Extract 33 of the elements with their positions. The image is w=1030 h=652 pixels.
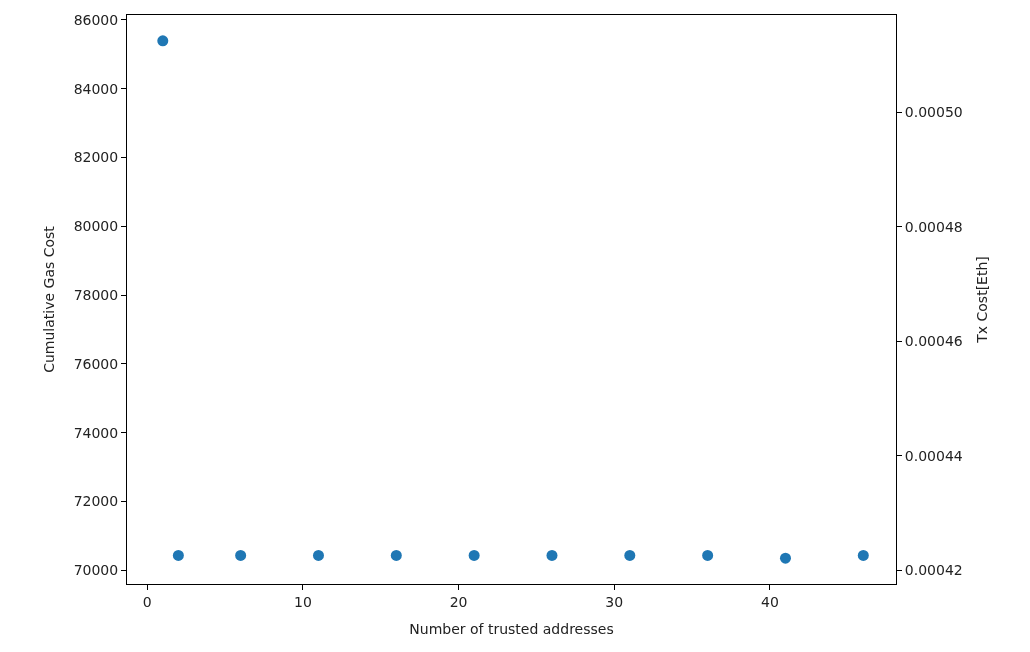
point — [172, 549, 184, 561]
y-tick-label: 70000 — [73, 562, 119, 579]
x-axis-title: Number of trusted addresses — [409, 621, 614, 638]
y-tick-label: 86000 — [73, 11, 119, 28]
y2-tick-label: 0.00048 — [904, 218, 963, 235]
y-tick-label: 74000 — [73, 424, 119, 441]
x-tick-label: 0 — [142, 593, 152, 610]
point — [546, 549, 558, 561]
y-tick-label: 80000 — [73, 218, 119, 235]
y2-tick-label: 0.00044 — [904, 447, 963, 464]
y-tick-label: 82000 — [73, 149, 119, 166]
y2-tick-label: 0.00050 — [904, 104, 963, 121]
y2-tick-label: 0.00042 — [904, 562, 963, 579]
y-tick-label: 76000 — [73, 355, 119, 372]
point — [702, 549, 714, 561]
point — [857, 549, 869, 561]
point — [390, 549, 402, 561]
x-tick-label: 40 — [761, 593, 779, 610]
x-tick-label: 10 — [293, 593, 312, 610]
point — [312, 549, 324, 561]
point — [157, 35, 169, 47]
y-tick-label: 72000 — [73, 493, 119, 510]
y2-axis-title: Tx Cost[Eth] — [974, 256, 991, 344]
y-tick-label: 84000 — [73, 80, 119, 97]
point — [235, 549, 247, 561]
y2-tick-label: 0.00046 — [904, 333, 963, 350]
x-tick-label: 20 — [449, 593, 468, 610]
x-tick-label: 30 — [605, 593, 624, 610]
y-tick-label: 78000 — [73, 286, 119, 303]
point — [779, 552, 791, 564]
y-axis-title: Cumulative Gas Cost — [41, 225, 58, 373]
point — [624, 549, 636, 561]
point — [468, 549, 480, 561]
